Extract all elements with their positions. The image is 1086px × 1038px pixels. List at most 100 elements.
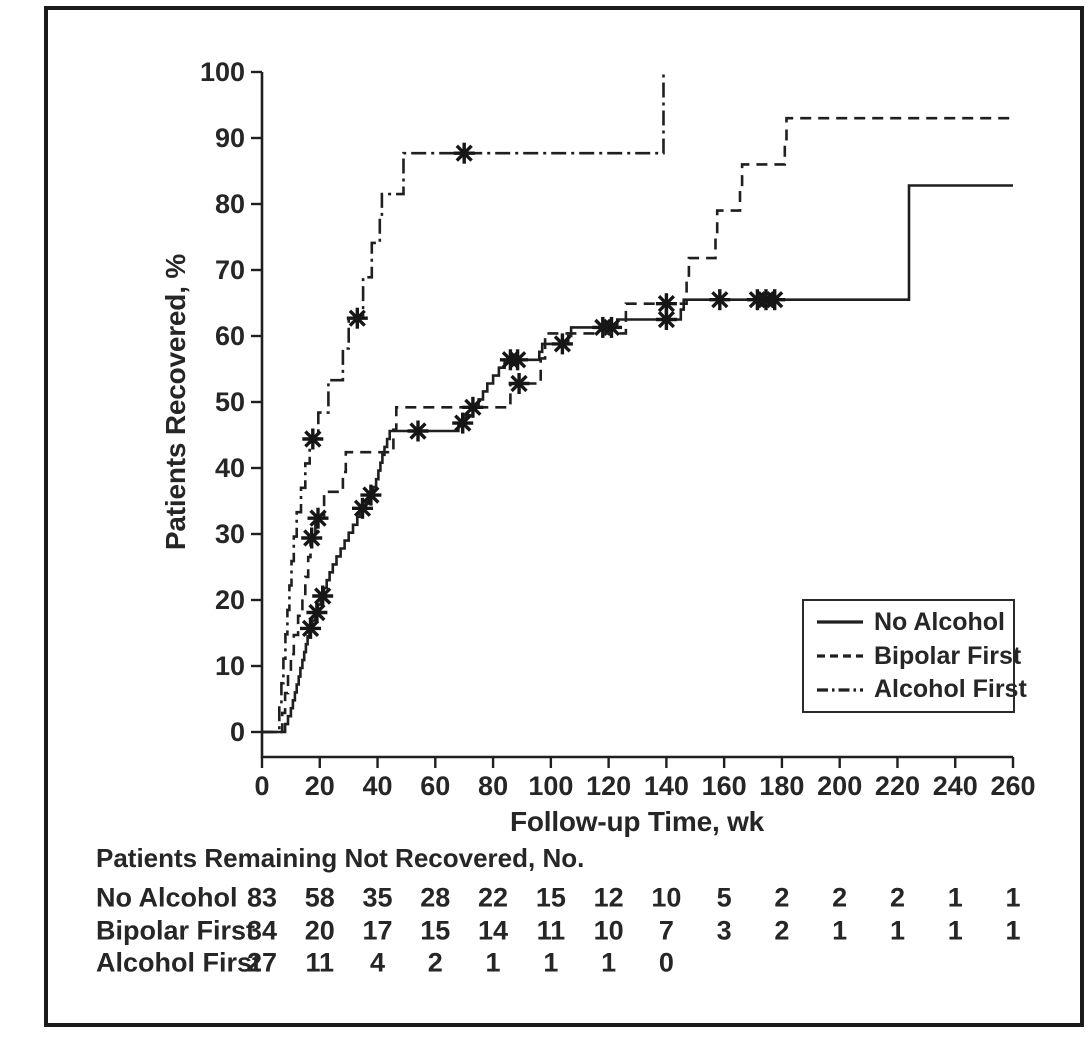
risk-count: 14 [478,915,509,946]
risk-count: 7 [658,915,674,946]
censor-mark [307,507,329,529]
risk-count: 0 [658,947,674,978]
y-tick-label: 90 [215,123,245,153]
censor-mark [352,497,373,519]
risk-count: 11 [305,947,335,978]
risk-count: 1 [485,947,501,978]
risk-count: 35 [362,882,393,913]
censor-mark [709,289,731,311]
x-tick-label: 0 [254,771,269,801]
y-tick-label: 60 [215,321,245,351]
x-axis-title: Follow-up Time, wk [509,806,765,837]
y-tick-label: 70 [215,255,245,285]
risk-count: 58 [304,882,335,913]
risk-count: 2 [774,915,790,946]
legend-item-bipolar-first: Bipolar First [817,643,1021,669]
legend-label: Alcohol First [874,675,1027,704]
censor-mark [764,289,786,311]
x-tick-label: 80 [478,771,508,801]
risk-count: 1 [1005,882,1021,913]
risk-count: 10 [593,915,624,946]
y-tick-label: 80 [215,189,245,219]
x-tick-label: 180 [759,771,804,801]
risk-count: 12 [593,882,624,913]
x-tick-label: 40 [363,771,393,801]
x-tick-label: 100 [528,771,573,801]
y-axis-title: Patients Recovered, % [160,253,191,551]
risk-count: 4 [370,947,386,978]
x-tick-label: 160 [702,771,747,801]
risk-count: 2 [774,882,790,913]
risk-count: 22 [478,882,509,913]
series-line-bipolar-first [262,116,1013,734]
risk-row-label-no-alcohol: No Alcohol [96,882,238,913]
legend: No Alcohol Bipolar First Alcohol First [802,599,1027,713]
risk-count: 1 [889,915,905,946]
risk-count: 10 [651,882,682,913]
censor-mark [407,420,429,442]
risk-count: 20 [304,915,335,946]
risk-table-title: Patients Remaining Not Recovered, No. [96,843,585,873]
risk-count: 11 [536,915,566,946]
figure-frame [44,6,1084,1027]
risk-count: 2 [427,947,443,978]
censor-mark [346,307,368,329]
risk-count: 1 [947,882,963,913]
x-tick-label: 60 [420,771,450,801]
censor-mark [453,142,475,164]
x-tick-label: 240 [933,771,978,801]
censor-mark [301,527,323,549]
x-tick-label: 140 [644,771,689,801]
x-tick-label: 120 [586,771,631,801]
censor-mark [551,333,573,355]
risk-count: 83 [246,882,278,913]
risk-count: 1 [832,915,848,946]
censor-mark [300,617,321,639]
risk-row-label-alcohol-first: Alcohol First [96,947,262,978]
censor-mark [507,349,529,371]
censor-mark [306,602,328,623]
risk-count: 17 [362,915,393,946]
risk-count: 28 [420,882,451,913]
censor-mark [601,316,622,338]
legend-item-alcohol-first: Alcohol First [817,677,1027,702]
x-tick-label: 260 [990,771,1035,801]
censor-mark [462,396,484,418]
censor-mark [302,428,324,450]
x-tick-label: 200 [817,771,862,801]
risk-row-label-bipolar-first: Bipolar First [96,915,256,946]
dashdot-line-sample-icon [817,688,863,692]
censor-mark [360,484,382,506]
censor-mark [508,373,530,394]
risk-count: 2 [832,882,848,913]
risk-count: 2 [889,882,905,913]
risk-count: 3 [716,915,732,946]
risk-count: 1 [543,947,559,978]
legend-label: No Alcohol [874,607,1006,636]
risk-count: 1 [1005,915,1021,946]
y-tick-label: 40 [215,453,245,483]
y-tick-label: 100 [200,57,245,87]
y-tick-label: 0 [230,717,245,747]
y-tick-label: 20 [215,585,245,615]
risk-count: 15 [535,882,566,913]
risk-count: 5 [716,882,732,913]
dashed-line-sample-icon [817,654,863,658]
y-tick-label: 10 [215,651,245,681]
x-tick-label: 220 [875,771,920,801]
y-tick-label: 50 [215,387,245,417]
censor-mark [655,293,677,315]
risk-count: 15 [420,915,451,946]
censor-mark [312,585,334,607]
legend-item-no-alcohol: No Alcohol [817,607,1013,636]
risk-count: 27 [246,947,278,978]
legend-label: Bipolar First [874,641,1022,670]
risk-count: 34 [246,915,278,946]
risk-count: 1 [601,947,617,978]
x-tick-label: 20 [305,771,335,801]
solid-line-sample-icon [817,620,863,624]
risk-count: 1 [947,915,963,946]
y-tick-label: 30 [215,519,245,549]
